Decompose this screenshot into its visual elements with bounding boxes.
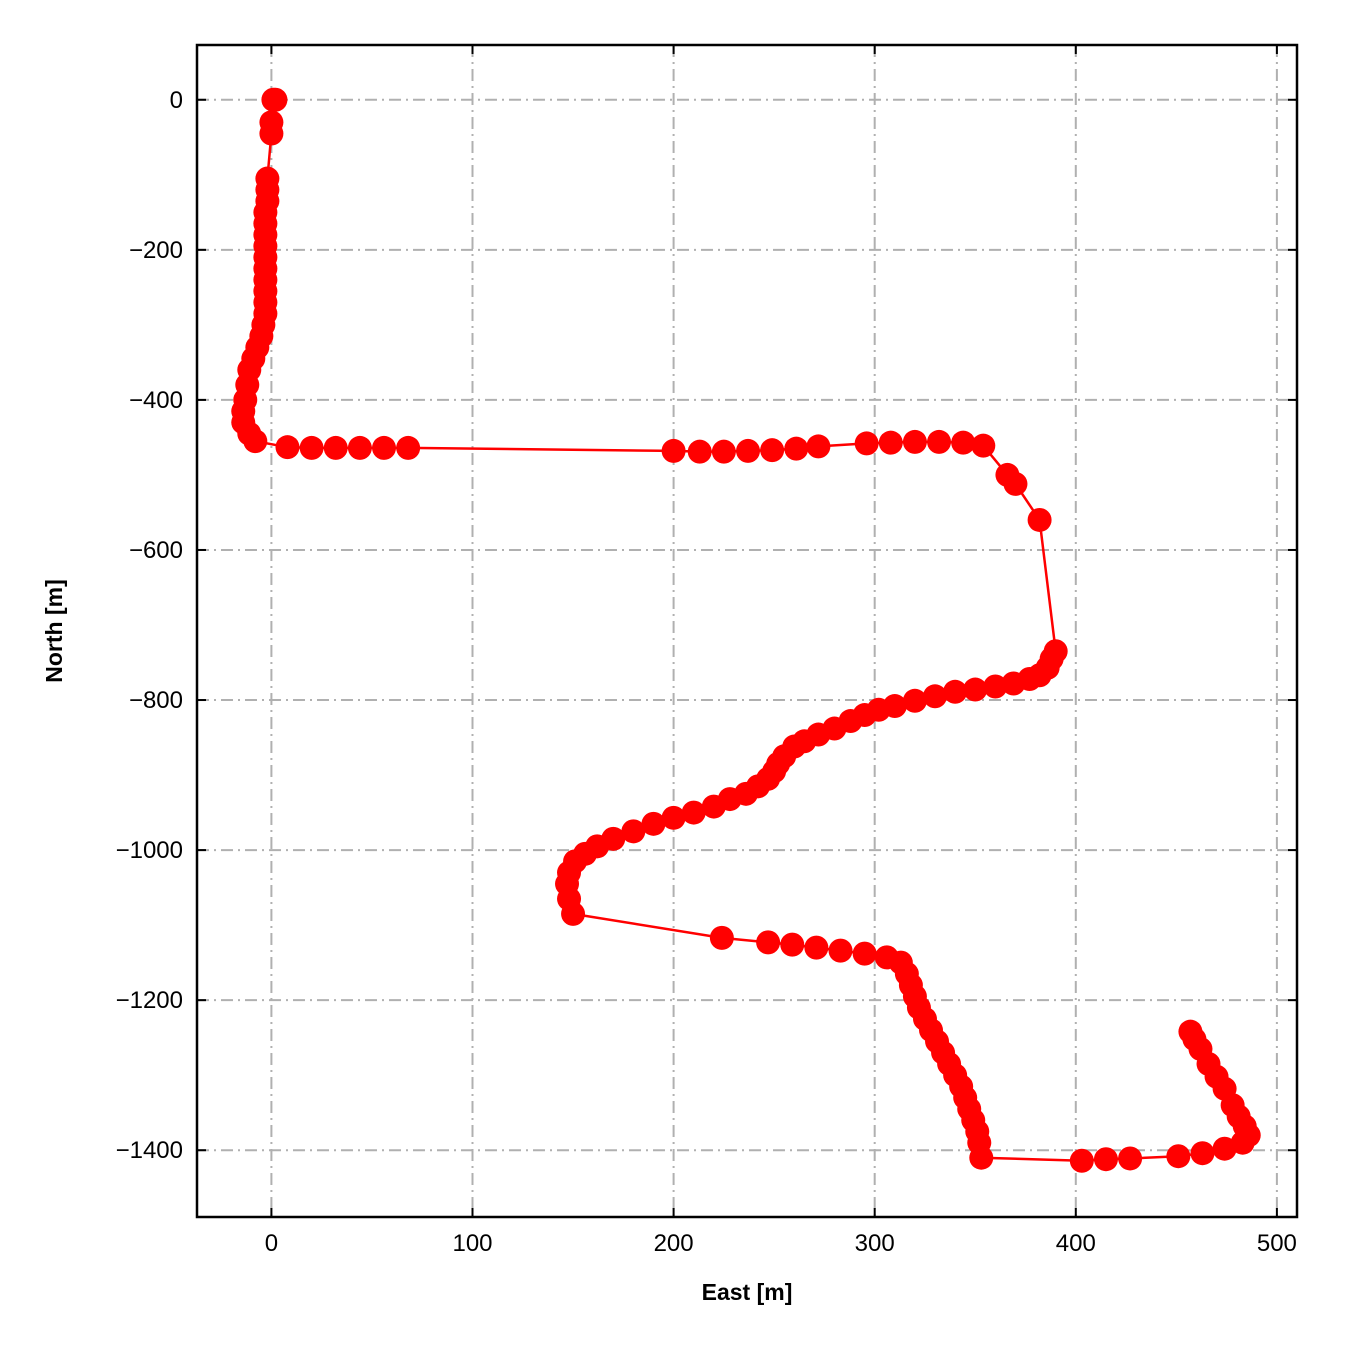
marker [963,677,988,702]
marker [711,439,736,464]
marker [275,435,300,460]
marker [854,431,879,456]
marker [902,688,927,713]
marker [1178,1019,1203,1044]
marker [347,435,372,460]
marker [1069,1148,1094,1173]
y-tick-label: −1000 [116,837,183,864]
marker [971,433,996,458]
marker [621,819,646,844]
marker [396,435,421,460]
marker [1003,471,1028,496]
marker [756,930,781,955]
marker [259,121,284,146]
y-tick-label: 0 [170,87,183,114]
y-tick-label: −1400 [116,1137,183,1164]
marker [687,439,712,464]
y-tick-label: −400 [129,387,183,414]
marker [923,684,948,709]
x-tick-label: 100 [452,1230,492,1257]
marker [661,438,686,463]
marker [983,674,1008,699]
marker [661,805,686,830]
marker [804,935,829,960]
x-tick-label: 200 [654,1230,694,1257]
marker [641,811,666,836]
marker [927,429,952,454]
marker [780,932,805,957]
marker [681,800,706,825]
marker [323,435,348,460]
y-tick-label: −800 [129,687,183,714]
marker [736,438,761,463]
marker [943,679,968,704]
marker [1118,1146,1143,1171]
marker [951,430,976,455]
marker [902,429,927,454]
marker [299,435,324,460]
marker [243,429,268,454]
marker [806,434,831,459]
marker [263,87,288,112]
y-tick-label: −200 [129,237,183,264]
y-tick-label: −1200 [116,987,183,1014]
marker [878,430,903,455]
x-axis-label: East [m] [702,1279,793,1305]
marker [1166,1144,1191,1169]
x-tick-label: 500 [1257,1230,1297,1257]
marker [709,925,734,950]
marker [561,901,586,926]
marker [372,435,397,460]
plot-frame [195,43,1299,1219]
x-tick-label: 0 [265,1230,278,1257]
marker [969,1145,994,1170]
marker [701,794,726,819]
marker [1212,1136,1237,1161]
marker [1190,1141,1215,1166]
x-tick-label: 300 [855,1230,895,1257]
line [242,98,1251,1162]
marker [1001,671,1026,696]
y-axis-label: North [m] [41,579,67,682]
marker [1093,1147,1118,1172]
x-tick-label: 400 [1056,1230,1096,1257]
marker [1027,507,1052,532]
y-tick-label: −600 [129,537,183,564]
marker [784,436,809,461]
marker [760,438,785,463]
marker [828,938,853,963]
marker [852,941,877,966]
